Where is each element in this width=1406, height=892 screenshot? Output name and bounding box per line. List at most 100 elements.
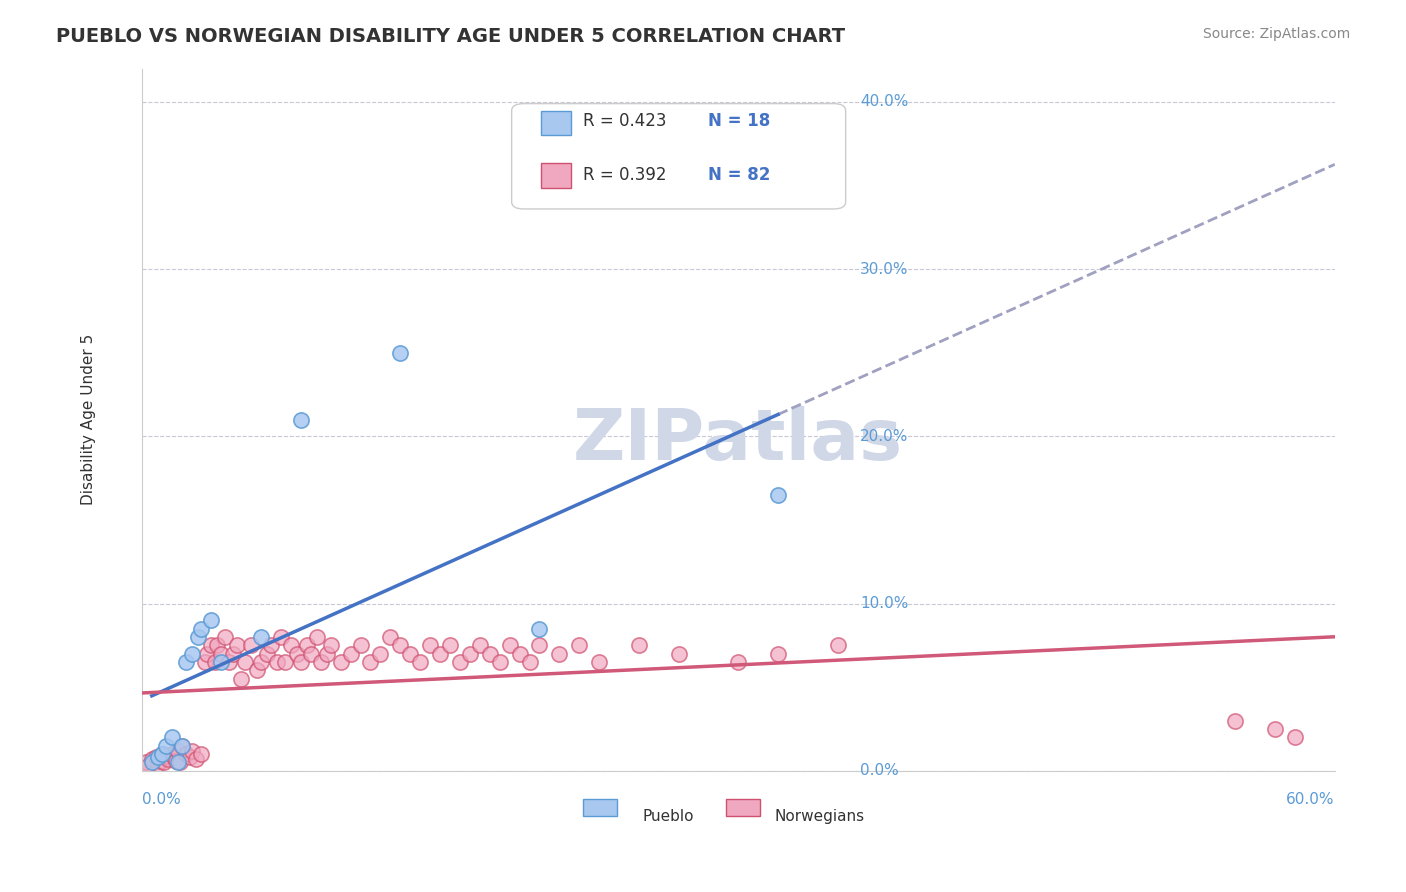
Point xyxy=(349,638,371,652)
Point xyxy=(186,630,208,644)
Point xyxy=(548,647,571,661)
Point xyxy=(156,752,179,766)
Point xyxy=(149,754,172,768)
Point xyxy=(359,655,381,669)
Point xyxy=(827,638,849,652)
Point xyxy=(150,747,173,761)
Point xyxy=(295,638,318,652)
Point xyxy=(207,638,229,652)
Point xyxy=(135,756,157,770)
Point xyxy=(458,647,481,661)
Point xyxy=(200,638,222,652)
Point xyxy=(150,747,173,761)
Point xyxy=(478,647,501,661)
Point xyxy=(218,655,240,669)
Point xyxy=(419,638,441,652)
Point xyxy=(170,739,193,753)
Point xyxy=(266,655,288,669)
Point xyxy=(155,739,177,753)
Point xyxy=(588,655,610,669)
Point xyxy=(222,647,245,661)
Point xyxy=(409,655,432,669)
Bar xyxy=(541,163,571,188)
Point xyxy=(468,638,491,652)
Point xyxy=(260,638,283,652)
Text: 0.0%: 0.0% xyxy=(860,764,898,778)
Point xyxy=(226,638,249,652)
Point xyxy=(190,622,212,636)
Point xyxy=(231,672,253,686)
Point xyxy=(145,750,167,764)
Point xyxy=(439,638,461,652)
Text: 40.0%: 40.0% xyxy=(860,95,908,110)
Point xyxy=(727,655,749,669)
Point xyxy=(290,655,312,669)
Point xyxy=(194,655,217,669)
Point xyxy=(233,655,256,669)
Point xyxy=(166,744,188,758)
Bar xyxy=(583,799,617,816)
Point xyxy=(280,638,302,652)
Point xyxy=(1264,722,1286,736)
Text: Disability Age Under 5: Disability Age Under 5 xyxy=(80,334,96,505)
Point xyxy=(160,731,183,745)
Point xyxy=(141,752,163,766)
Point xyxy=(399,647,422,661)
Point xyxy=(274,655,297,669)
Point xyxy=(319,638,342,652)
Text: 0.0%: 0.0% xyxy=(142,792,180,806)
Point xyxy=(305,630,328,644)
Text: 60.0%: 60.0% xyxy=(1286,792,1334,806)
Text: 10.0%: 10.0% xyxy=(860,596,908,611)
Point xyxy=(668,647,690,661)
Point xyxy=(1284,731,1306,745)
Bar xyxy=(727,799,759,816)
Point xyxy=(165,754,187,768)
Point xyxy=(146,757,169,772)
Point xyxy=(141,756,163,770)
Point xyxy=(240,638,263,652)
Point xyxy=(184,752,207,766)
Point xyxy=(299,647,322,661)
Point xyxy=(568,638,591,652)
Point xyxy=(180,647,202,661)
Point xyxy=(389,345,412,359)
Point xyxy=(488,655,510,669)
Point xyxy=(246,664,269,678)
Text: 30.0%: 30.0% xyxy=(860,261,908,277)
Text: Norwegians: Norwegians xyxy=(775,809,865,824)
Point xyxy=(214,630,236,644)
Point xyxy=(380,630,402,644)
Point xyxy=(519,655,541,669)
Point xyxy=(160,747,183,761)
Point xyxy=(166,756,188,770)
Text: N = 18: N = 18 xyxy=(709,112,770,130)
Point xyxy=(309,655,332,669)
Point xyxy=(136,758,159,772)
Point xyxy=(250,630,273,644)
Text: N = 82: N = 82 xyxy=(709,166,770,185)
Point xyxy=(250,655,273,669)
Point xyxy=(174,655,197,669)
Point xyxy=(170,739,193,753)
Point xyxy=(200,613,222,627)
Point xyxy=(155,748,177,763)
Point xyxy=(209,647,232,661)
Text: 20.0%: 20.0% xyxy=(860,429,908,444)
Point xyxy=(627,638,650,652)
Point xyxy=(370,647,392,661)
Point xyxy=(509,647,531,661)
Text: PUEBLO VS NORWEGIAN DISABILITY AGE UNDER 5 CORRELATION CHART: PUEBLO VS NORWEGIAN DISABILITY AGE UNDER… xyxy=(56,27,845,45)
Point xyxy=(315,647,337,661)
Point xyxy=(209,655,232,669)
Point xyxy=(179,750,201,764)
Point xyxy=(270,630,292,644)
Text: R = 0.392: R = 0.392 xyxy=(583,166,666,185)
Point xyxy=(529,622,551,636)
Point xyxy=(290,412,312,426)
Point xyxy=(498,638,520,652)
FancyBboxPatch shape xyxy=(512,103,845,209)
Point xyxy=(256,647,278,661)
Point xyxy=(180,744,202,758)
Point xyxy=(204,655,226,669)
